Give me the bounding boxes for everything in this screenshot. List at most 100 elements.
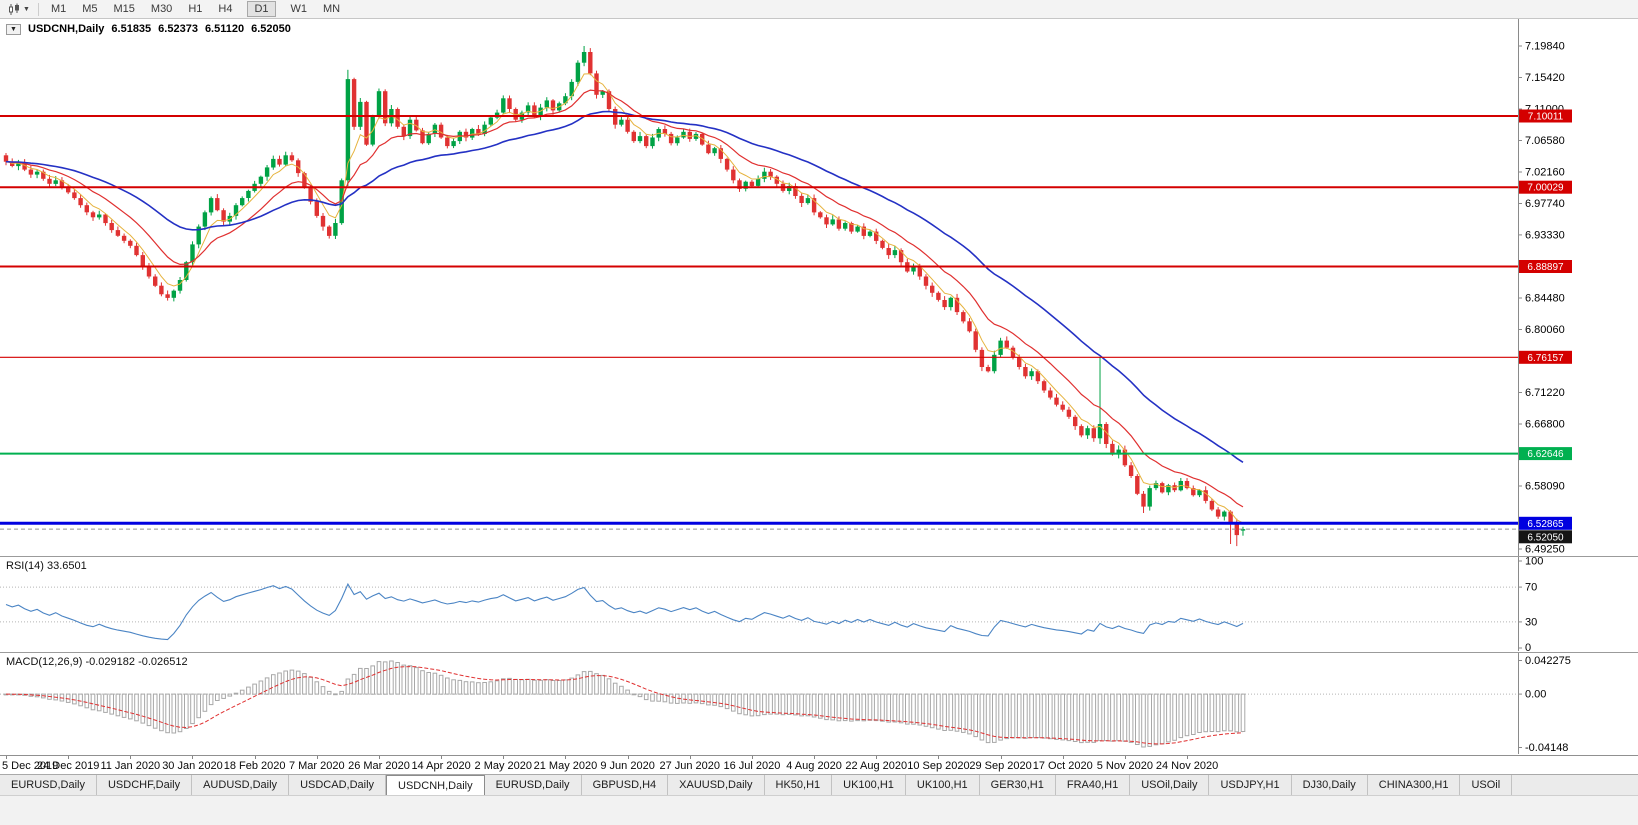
time-tick [751,756,753,759]
time-tick [316,756,318,759]
timeframe-button-h1[interactable]: H1 [188,3,203,15]
svg-text:7.02160: 7.02160 [1525,167,1565,179]
svg-text:6.93330: 6.93330 [1525,229,1565,241]
timeframe-button-m1[interactable]: M1 [50,3,67,15]
chart-tab-uk100-h1[interactable]: UK100,H1 [832,775,906,795]
timeframe-button-m5[interactable]: M5 [82,3,98,15]
chevron-down-icon: ▼ [23,5,30,13]
macd-indicator-label: MACD(12,26,9) -0.029182 -0.026512 [6,656,188,668]
svg-text:6.66800: 6.66800 [1525,419,1565,431]
svg-text:0.00: 0.00 [1525,689,1546,701]
chart-tab-usdjpy-h1[interactable]: USDJPY,H1 [1209,775,1292,795]
date-label: 5 Nov 2020 [1096,760,1154,772]
date-label: 27 Jun 2020 [659,760,721,772]
chart-tab-usdchf-daily[interactable]: USDCHF,Daily [96,775,193,795]
svg-text:0.042275: 0.042275 [1525,655,1571,667]
time-tick [1000,756,1002,759]
date-label: 30 Jan 2020 [162,760,223,772]
time-tick [6,756,7,759]
timeframe-button-h4[interactable]: H4 [218,3,233,15]
chart-tab-china300-h1[interactable]: CHINA300,H1 [1367,775,1461,795]
rsi-indicator-label: RSI(14) 33.6501 [6,560,87,572]
chart-tabs-bar: EURUSD,Daily USDCHF,Daily AUDUSD,Daily USDC… [0,774,1638,795]
svg-text:6.49250: 6.49250 [1525,544,1565,556]
time-tick [938,756,940,759]
time-tick [1187,756,1189,759]
date-label: 16 Jul 2020 [723,760,781,772]
svg-text:6.80060: 6.80060 [1525,324,1565,336]
date-label: 22 Aug 2020 [845,760,908,772]
chart-tab-dj30-daily[interactable]: DJ30,Daily [1291,775,1368,795]
time-tick [1124,756,1126,759]
quote-high: 6.52373 [158,23,198,35]
svg-text:30: 30 [1525,616,1537,628]
svg-text:6.76157: 6.76157 [1527,353,1564,364]
chart-tab-eurusd-daily[interactable]: EURUSD,Daily [484,775,582,795]
price-badge-7.00029 [1519,180,1572,194]
date-label: 24 Dec 2019 [36,760,100,772]
chart-tab-ger30-h1[interactable]: GER30,H1 [979,775,1056,795]
chart-tab-usoil-daily[interactable]: USOil,Daily [1130,775,1210,795]
price-badge-6.76157 [1519,350,1572,364]
timeframe-button-d1[interactable]: D1 [247,1,276,17]
macd-signal-line [5,666,1244,745]
rsi-pane[interactable]: 100 70 30 0 [0,556,1638,651]
svg-text:7.00029: 7.00029 [1527,183,1564,194]
chart-type-button[interactable]: ▼ [3,1,34,18]
date-label: 24 Nov 2020 [1155,760,1219,772]
price-chart-pane[interactable]: 7.198407.154207.110007.065807.021606.977… [0,19,1638,556]
chart-symbol-period: USDCNH,Daily [28,23,105,35]
quote-low: 6.51120 [204,23,245,35]
svg-text:7.10011: 7.10011 [1528,112,1564,123]
chart-tab-xauusd-daily[interactable]: XAUUSD,Daily [668,775,765,795]
price-badge-6.62646 [1519,447,1572,461]
timeframe-button-m15[interactable]: M15 [113,3,135,15]
date-label: 10 Sep 2020 [907,760,970,772]
date-label: 4 Aug 2020 [786,760,842,772]
chart-tab-fra40-h1[interactable]: FRA40,H1 [1055,775,1131,795]
date-label: 18 Feb 2020 [223,760,286,772]
toolbar-separator [37,2,39,16]
chart-tab-usoil[interactable]: USOil [1460,775,1513,795]
svg-text:100: 100 [1525,556,1543,568]
time-tick [68,756,70,759]
timeframe-button-mn[interactable]: MN [323,3,341,15]
chart-tab-usdcad-daily[interactable]: USDCAD,Daily [289,775,387,795]
time-tick [503,756,505,759]
svg-text:70: 70 [1525,582,1537,594]
timeframe-button-w1[interactable]: W1 [290,3,308,15]
date-label: 29 Sep 2020 [969,760,1032,772]
time-tick [130,756,132,759]
time-tick [565,756,567,759]
chart-tab-usdcnh-daily[interactable]: USDCNH,Daily [386,775,485,795]
macd-pane[interactable]: 0.042275 0.00 -0.04148 [0,652,1638,754]
candlestick-chart-icon [9,3,19,15]
price-axis[interactable]: 7.198407.154207.110007.065807.021606.977… [1518,19,1572,556]
svg-text:-0.04148: -0.04148 [1525,742,1568,754]
macd-axis[interactable]: 0.042275 0.00 -0.04148 [1518,653,1571,754]
svg-text:6.52865: 6.52865 [1527,519,1564,530]
chart-tab-eurusd-daily[interactable]: EURUSD,Daily [0,775,97,795]
price-badge-6.52050 [1519,530,1572,544]
svg-text:6.62646: 6.62646 [1527,449,1564,460]
date-label: 9 Jun 2020 [600,760,655,772]
svg-text:7.06580: 7.06580 [1525,135,1565,147]
price-badge-7.10011 [1519,109,1572,123]
time-axis[interactable]: 5 Dec 2019 24 Dec 2019 11 Jan 2020 30 Jan 2… [0,755,1638,774]
chart-tab-audusd-daily[interactable]: AUDUSD,Daily [192,775,290,795]
rsi-axis[interactable]: 100 70 30 0 [1518,556,1543,651]
chart-tab-uk100-h1[interactable]: UK100,H1 [905,775,980,795]
candles-layer [3,46,1246,547]
timeframe-button-m30[interactable]: M30 [150,3,173,15]
ema-34-line [5,110,1244,463]
chart-menu-button[interactable]: ▼ [6,23,21,35]
macd-histogram [3,660,1246,748]
time-tick [192,756,194,759]
chart-tab-hk50-h1[interactable]: HK50,H1 [764,775,833,795]
time-tick [1062,756,1064,759]
svg-text:6.84480: 6.84480 [1525,293,1565,305]
chart-tab-gbpusd-h4[interactable]: GBPUSD,H4 [581,775,669,795]
time-tick [627,756,629,759]
date-label: 17 Oct 2020 [1032,760,1093,772]
